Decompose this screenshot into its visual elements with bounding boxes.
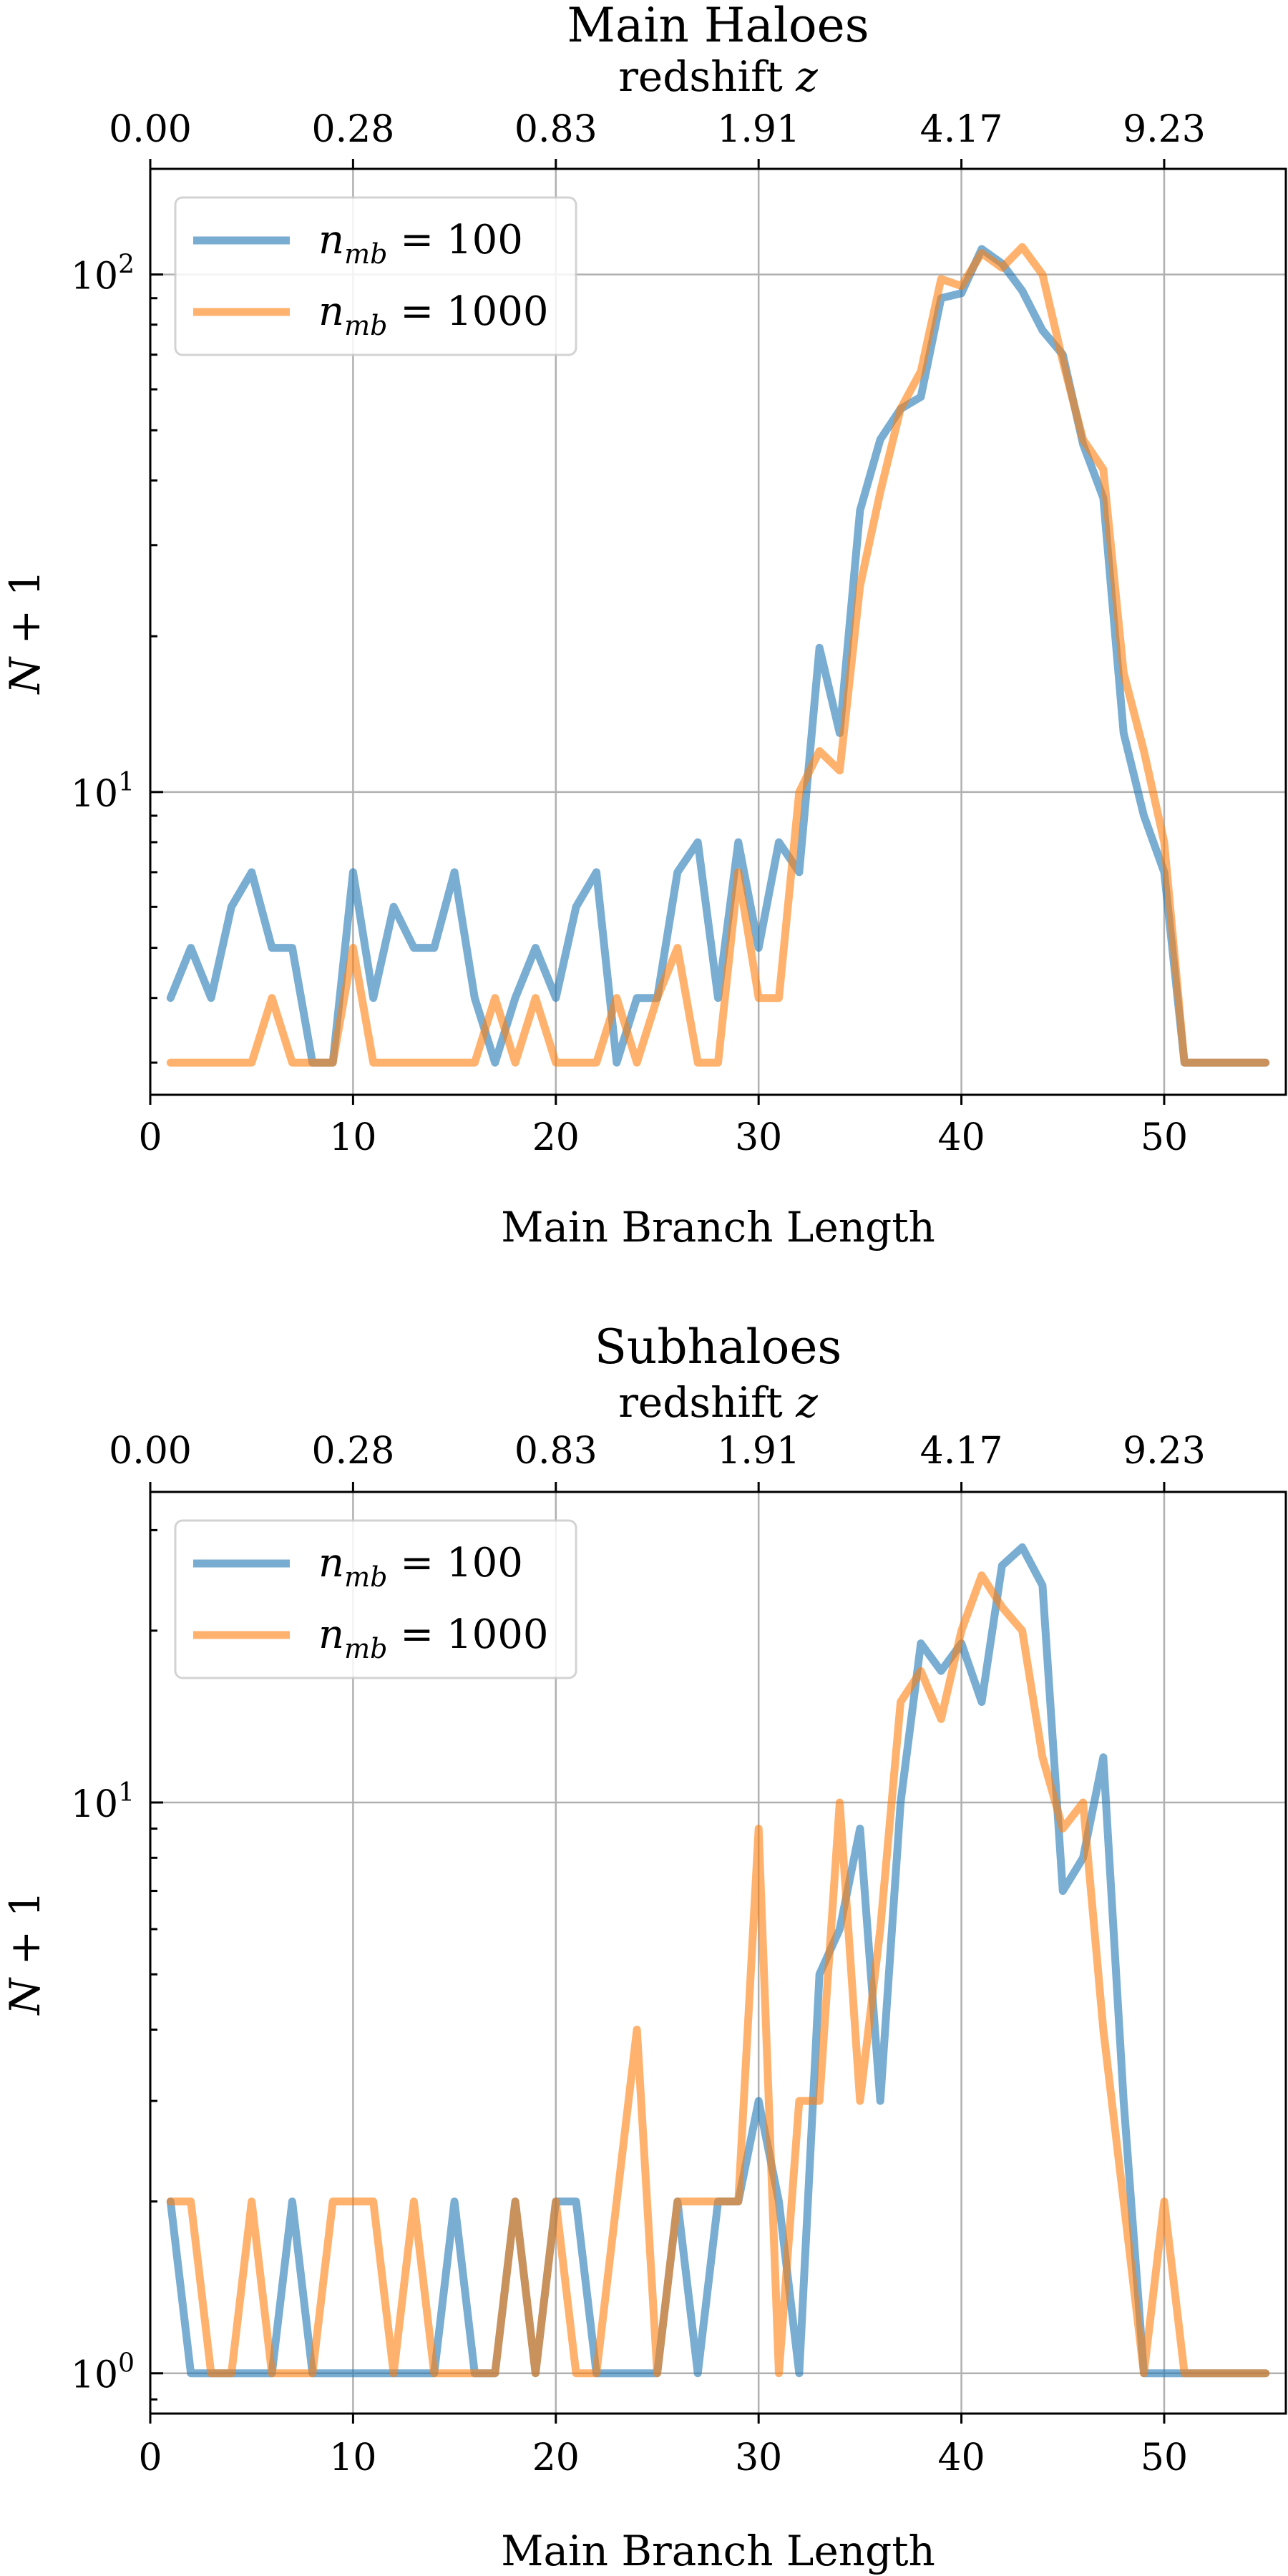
y-axis-label: N + 1 — [1, 1890, 49, 2016]
x-tick-label: 30 — [735, 2436, 782, 2479]
top-axis-label: redshift z — [618, 1378, 818, 1427]
top-x-tick-label: 1.91 — [717, 108, 800, 151]
x-tick-label: 10 — [329, 2436, 376, 2479]
x-tick-label: 40 — [937, 1116, 985, 1159]
top-x-tick-label: 0.28 — [312, 1430, 395, 1473]
plot-frame — [149, 167, 1287, 1096]
subhaloes-panel: 0 10 20 30 40 50 0.00 0.28 0.83 1.91 4.17 9.23 100 10… — [1, 1319, 1287, 2575]
legend-label: nmb = 1000 — [318, 1611, 548, 1664]
x-axis-label: Main Branch Length — [501, 2527, 935, 2575]
plot-frame — [149, 1491, 1287, 2415]
y-tick-label: 102 — [71, 250, 135, 298]
main-haloes-panel: 0 10 20 30 40 50 0.00 0.28 0.83 1.91 4.17 9.23 101 10… — [1, 0, 1287, 1252]
legend: nmb = 100 nmb = 1000 — [174, 1519, 577, 1679]
top-axis-label: redshift z — [618, 52, 818, 101]
x-tick-label: 10 — [329, 1116, 376, 1159]
y-tick-label: 100 — [71, 2349, 135, 2397]
y-tick-label: 101 — [71, 768, 135, 816]
legend-label: nmb = 100 — [318, 1540, 523, 1593]
top-x-tick-label: 9.23 — [1123, 1430, 1206, 1473]
x-tick-label: 30 — [735, 1116, 782, 1159]
top-x-tick-label: 4.17 — [920, 108, 1003, 151]
top-x-tick-label: 9.23 — [1123, 108, 1206, 151]
x-tick-label: 20 — [532, 1116, 580, 1159]
series-line-0 — [166, 245, 1270, 1067]
y-axis-label: N + 1 — [1, 570, 49, 695]
top-x-tick-label: 0.83 — [514, 108, 597, 151]
x-axis-label: Main Branch Length — [501, 1203, 935, 1252]
top-x-tick-label: 4.17 — [920, 1430, 1003, 1473]
x-tick-label: 50 — [1141, 2436, 1188, 2479]
x-tick-label: 0 — [138, 1116, 162, 1159]
legend: nmb = 100 nmb = 1000 — [174, 196, 577, 356]
chart-title: Subhaloes — [595, 1319, 842, 1375]
top-x-tick-label: 0.28 — [312, 108, 395, 151]
legend-label: nmb = 100 — [318, 217, 523, 270]
chart-title: Main Haloes — [567, 0, 869, 53]
top-x-tick-label: 0.83 — [514, 1430, 597, 1473]
legend-label: nmb = 1000 — [318, 288, 548, 341]
top-x-tick-label: 0.00 — [109, 1430, 192, 1473]
x-tick-label: 20 — [532, 2436, 580, 2479]
x-tick-label: 40 — [937, 2436, 985, 2479]
y-tick-label: 101 — [71, 1778, 135, 1826]
top-x-tick-label: 0.00 — [109, 108, 192, 151]
top-x-tick-label: 1.91 — [717, 1430, 800, 1473]
series-line-1 — [166, 243, 1270, 1067]
x-tick-label: 50 — [1141, 1116, 1188, 1159]
series-line-1 — [166, 1571, 1270, 2378]
x-tick-label: 0 — [138, 2436, 162, 2479]
